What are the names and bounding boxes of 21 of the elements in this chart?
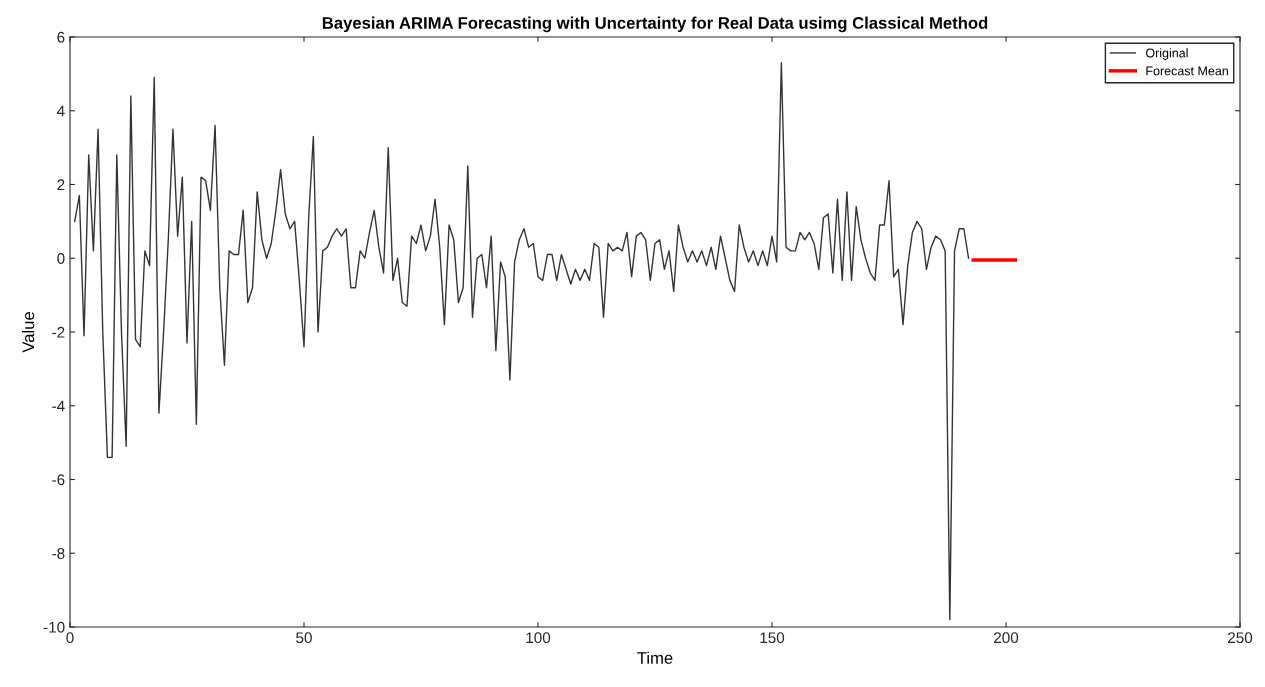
x-tick-label: 100 bbox=[526, 632, 551, 644]
x-tick-label: 200 bbox=[994, 632, 1019, 644]
x-tick-label: 50 bbox=[296, 632, 312, 644]
y-tick-label: -6 bbox=[52, 474, 65, 486]
legend-label: Original bbox=[1145, 48, 1188, 60]
y-tick-label: 6 bbox=[57, 31, 65, 43]
y-tick-label: -4 bbox=[52, 400, 65, 412]
chart-title: Bayesian ARIMA Forecasting with Uncertainty for Real Data usimg Classical Method bbox=[322, 16, 988, 33]
x-tick-label: 150 bbox=[760, 632, 785, 644]
y-tick-label: 2 bbox=[57, 179, 65, 191]
y-tick-label: -8 bbox=[52, 548, 65, 559]
x-axis-title: Time bbox=[637, 651, 673, 664]
y-tick-label: -10 bbox=[43, 621, 65, 633]
y-axis-title: Value bbox=[21, 312, 35, 353]
y-tick-label: 0 bbox=[57, 253, 65, 264]
legend-label: Forecast Mean bbox=[1146, 66, 1228, 76]
x-tick-label: 250 bbox=[1228, 632, 1253, 644]
y-tick-label: 4 bbox=[56, 105, 65, 117]
x-tick-label: 0 bbox=[66, 632, 74, 644]
line-series bbox=[73, 62, 970, 621]
y-tick-label: -2 bbox=[52, 326, 65, 338]
